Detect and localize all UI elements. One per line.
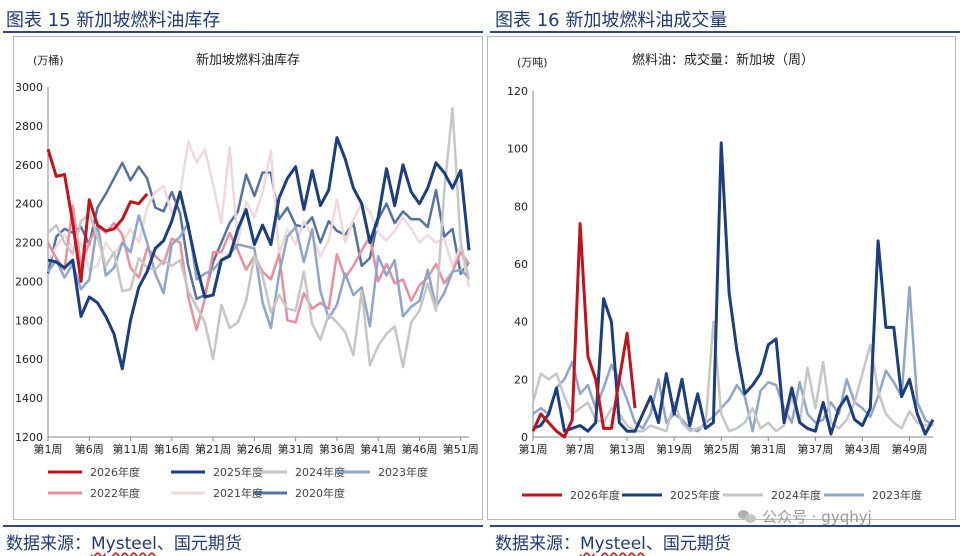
source-prefix: 数据来源： (495, 534, 580, 554)
series-line-2021年度 (46, 140, 471, 288)
source-suffix: 、国元期货 (645, 534, 731, 554)
figure-15-bottom-rule (3, 525, 483, 527)
x-tick-label: 第1周 (34, 442, 63, 456)
series-line-2020年度 (46, 161, 471, 301)
y-tick-label: 0 (521, 431, 528, 444)
wechat-icon (738, 509, 756, 524)
figure-16-title: 图表 16 新加坡燃料油成交量 (495, 10, 728, 31)
y-tick-label: 2400 (15, 198, 43, 211)
x-tick-label: 第26周 (236, 442, 272, 456)
legend-label: 2021年度 (213, 486, 263, 500)
x-tick-label: 第31周 (750, 442, 786, 456)
chart-title: 燃料油：成交量：新加坡（周） (632, 52, 814, 68)
figure-15-frame (13, 36, 483, 520)
y-tick-label: 1800 (15, 314, 43, 327)
x-tick-label: 第21周 (195, 442, 231, 456)
x-tick-label: 第51周 (443, 442, 479, 456)
series-line-2026年度 (46, 148, 149, 283)
figure-16-top-rule (490, 31, 960, 33)
x-tick-label: 第19周 (656, 442, 692, 456)
inventory-line-chart: 新加坡燃料油库存 (万桶) 1200 1400 1600 1800 2000 2200 2400… (15, 52, 479, 500)
series-line-2025年度 (532, 141, 935, 436)
x-tick-label: 第36周 (319, 442, 355, 456)
source-brand: Mysteel (580, 534, 646, 554)
figure-15-title: 图表 15 新加坡燃料油库存 (6, 10, 221, 31)
series-line-2024年度 (47, 107, 471, 369)
y-tick-label: 1200 (15, 431, 43, 444)
y-tick-label: 2200 (15, 237, 43, 250)
y-axis-unit: (万桶) (33, 53, 64, 67)
figure-16-bottom-rule (490, 525, 960, 527)
legend-label: 2022年度 (90, 486, 140, 500)
series-line-2025年度 (47, 136, 471, 371)
series-line-2023年度 (46, 214, 470, 330)
figure-16-source: 数据来源：Mysteel、国元期货 (495, 529, 731, 554)
y-tick-label: 1400 (15, 392, 43, 405)
x-tick-label: 第37周 (797, 442, 833, 456)
y-axis-unit: (万吨) (517, 56, 548, 69)
y-tick-label: 60 (514, 258, 528, 271)
legend-label: 2025年度 (670, 488, 720, 502)
legend-label: 2020年度 (295, 486, 345, 500)
legend-label: 2026年度 (90, 465, 140, 479)
figure-16-frame (487, 36, 956, 520)
x-tick-label: 第1周 (519, 442, 548, 456)
x-tick-label: 第31周 (278, 442, 314, 456)
y-tick-label: 2600 (15, 159, 43, 172)
source-prefix: 数据来源： (6, 534, 91, 554)
figure-15-top-rule (3, 31, 483, 33)
y-tick-label: 3000 (15, 81, 43, 94)
y-tick-label: 120 (507, 85, 528, 98)
x-tick-label: 第16周 (154, 442, 190, 456)
x-tick-label: 第43周 (844, 442, 880, 456)
y-tick-label: 1600 (15, 353, 43, 366)
legend-label: 2025年度 (213, 465, 263, 479)
x-tick-label: 第7周 (566, 442, 595, 456)
y-tick-label: 2800 (15, 120, 43, 133)
legend-label: 2023年度 (872, 488, 922, 502)
x-tick-label: 第46周 (401, 442, 437, 456)
figure-15-source: 数据来源：Mysteel、国元期货 (6, 529, 242, 554)
chart-title: 新加坡燃料油库存 (196, 52, 300, 68)
x-tick-label: 第25周 (703, 442, 739, 456)
volume-line-chart: 燃料油：成交量：新加坡（周）(万吨)020406080100120第1周 第7周第… (507, 52, 935, 502)
legend-label: 2024年度 (771, 488, 821, 502)
legend-label: 2023年度 (378, 465, 428, 479)
y-tick-label: 40 (514, 316, 528, 329)
series-line-2024年度 (531, 320, 933, 433)
x-tick-label: 第11周 (113, 442, 149, 456)
legend-label: 2026年度 (570, 488, 620, 502)
legend-label: 2024年度 (295, 465, 345, 479)
y-tick-label: 100 (507, 143, 528, 156)
y-tick-label: 20 (514, 373, 528, 386)
watermark: 公众号 · gyqhyj (738, 506, 872, 527)
x-tick-label: 第41周 (360, 442, 396, 456)
x-tick-label: 第49周 (891, 442, 927, 456)
watermark-text: 公众号 · gyqhyj (762, 508, 872, 526)
source-brand: Mysteel (91, 534, 157, 554)
y-tick-label: 80 (514, 200, 528, 213)
y-tick-label: 2000 (15, 275, 43, 288)
x-tick-label: 第13周 (609, 442, 645, 456)
x-tick-label: 第6周 (75, 442, 104, 456)
series-line-2026年度 (531, 222, 637, 439)
source-suffix: 、国元期货 (156, 534, 242, 554)
